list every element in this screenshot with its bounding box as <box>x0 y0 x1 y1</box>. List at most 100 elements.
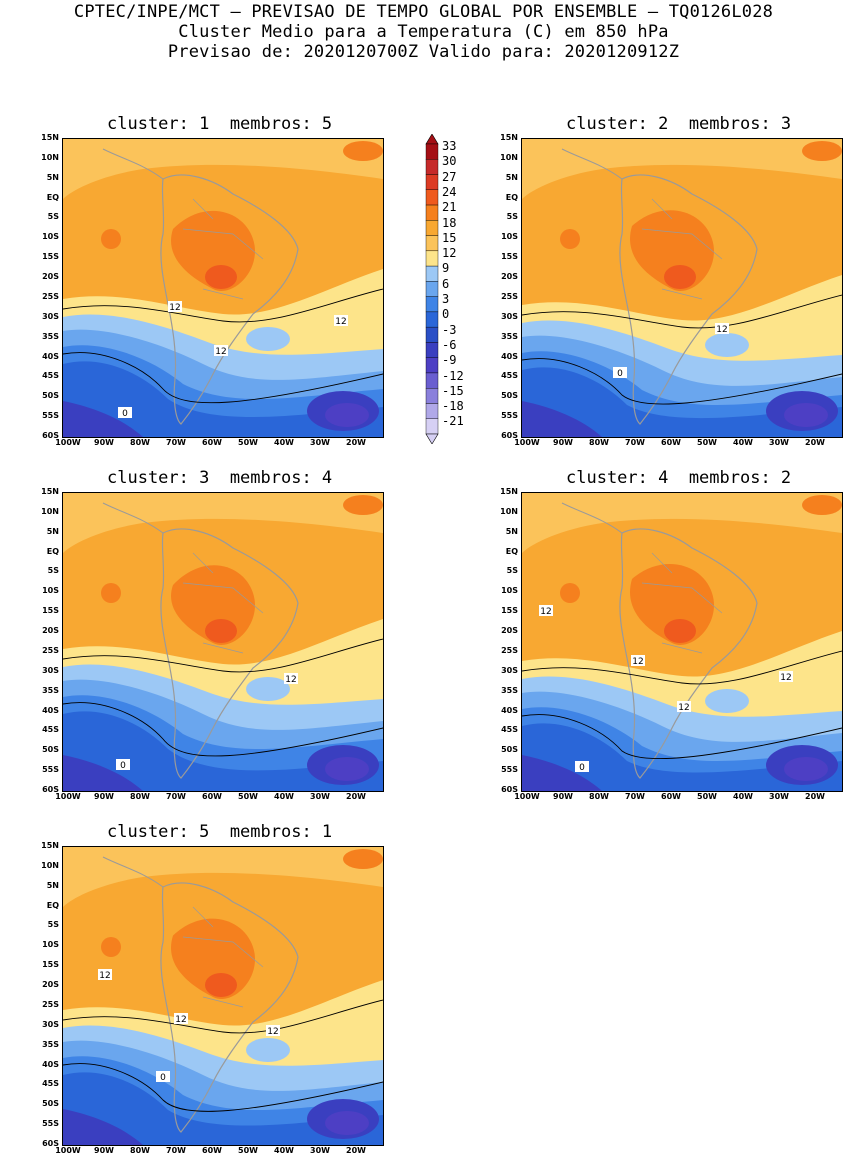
y-tick-label: 55S <box>501 765 518 775</box>
colorbar-swatch <box>425 235 439 252</box>
colorbar-swatch <box>425 174 439 190</box>
contour-label: 12 <box>631 655 645 667</box>
colorbar-label: 15 <box>442 230 457 245</box>
y-tick-label: 50S <box>42 1099 59 1109</box>
colorbar-label: 6 <box>442 276 450 291</box>
x-tick-label: 40W <box>274 1146 294 1155</box>
panel-3-title: cluster: 3 membros: 4 <box>107 468 333 488</box>
contour-12 <box>63 638 383 673</box>
y-tick-label: EQ <box>505 546 518 556</box>
x-tick-label: 20W <box>346 792 366 801</box>
x-tick-label: 90W <box>94 792 114 801</box>
x-tick-label: 90W <box>94 438 114 447</box>
panel-2-map: 12 0 <box>521 138 843 438</box>
y-tick-label: 15N <box>41 133 59 142</box>
y-tick-label: 35S <box>42 1039 59 1049</box>
colorbar-label: 30 <box>442 154 457 169</box>
colorbar-swatch <box>425 388 439 404</box>
y-tick-label: EQ <box>46 546 59 556</box>
contour-12 <box>63 288 383 323</box>
svg-text:0: 0 <box>120 761 126 771</box>
y-tick-label: 30S <box>42 1019 59 1029</box>
region-24-27 <box>205 265 237 289</box>
subtitle-variable: Cluster Medio para a Temperatura (C) em … <box>178 22 669 42</box>
y-tick-label: 60S <box>501 431 518 440</box>
x-tick-label: 50W <box>697 792 717 801</box>
region-15-18 <box>522 139 842 199</box>
y-tick-label: 40S <box>42 351 59 361</box>
panel-2-title: cluster: 2 membros: 3 <box>566 114 792 134</box>
svg-text:12: 12 <box>540 607 551 617</box>
contour-0 <box>522 358 842 405</box>
south-america-outline <box>619 528 758 779</box>
x-tick-label: 50W <box>238 1146 258 1155</box>
y-tick-label: 40S <box>501 705 518 715</box>
y-tick-label: 15S <box>42 606 59 616</box>
y-tick-label: 30S <box>501 665 518 675</box>
y-tick-label: 15S <box>42 252 59 262</box>
x-tick-label: 30W <box>310 792 330 801</box>
y-tick-label: 50S <box>42 745 59 755</box>
x-tick-label: 80W <box>589 792 609 801</box>
region-24-27 <box>205 619 237 643</box>
panel-3-map: 12 0 <box>62 492 384 792</box>
x-tick-label: 100W <box>514 438 540 447</box>
x-tick-label: 80W <box>130 438 150 447</box>
colorbar-label: 3 <box>442 292 450 306</box>
panel-4-title: cluster: 4 membros: 2 <box>566 468 792 488</box>
x-tick-label: 70W <box>166 792 186 801</box>
y-tick-label: 10N <box>500 506 518 516</box>
svg-text:0: 0 <box>122 409 128 419</box>
colorbar-label: 12 <box>442 246 457 261</box>
region-24-27 <box>664 619 696 643</box>
region-neg3-0 <box>63 1072 383 1145</box>
x-tick-label: 100W <box>514 792 540 801</box>
colorbar-swatch <box>425 204 439 221</box>
region-neg3-0 <box>63 361 383 437</box>
y-tick-label: 20S <box>501 626 518 636</box>
colorbar-swatch <box>425 311 439 328</box>
x-tick-label: 50W <box>238 438 258 447</box>
y-tick-label: 40S <box>501 351 518 361</box>
svg-text:12: 12 <box>267 1027 278 1037</box>
y-tick-label: 55S <box>42 411 59 421</box>
colorbar-swatch <box>425 189 439 206</box>
y-tick-label: 45S <box>42 725 59 735</box>
y-tick-label: 35S <box>501 685 518 695</box>
colorbar-swatch <box>425 357 439 374</box>
y-tick-label: 25S <box>42 291 59 301</box>
svg-text:12: 12 <box>780 673 791 683</box>
y-tick-label: 35S <box>501 331 518 341</box>
colorbar-swatch <box>425 159 439 175</box>
x-tick-label: 60W <box>661 438 681 447</box>
contour-label: 12 <box>174 1013 188 1025</box>
region-neg3-0 <box>63 711 383 791</box>
svg-text:12: 12 <box>169 303 180 313</box>
y-tick-label: 10N <box>41 860 59 870</box>
y-tick-label: 45S <box>42 1079 59 1089</box>
x-tick-label: 50W <box>238 792 258 801</box>
y-tick-label: 60S <box>42 1139 59 1148</box>
x-tick-label: 60W <box>202 438 222 447</box>
y-tick-label: 25S <box>501 291 518 301</box>
colorbar-swatch <box>425 342 439 358</box>
y-tick-label: 50S <box>501 745 518 755</box>
contour-label: 12 <box>214 345 228 357</box>
x-tick-label: 70W <box>625 792 645 801</box>
contour-label: 12 <box>284 673 298 685</box>
colorbar <box>425 133 439 445</box>
y-tick-label: 45S <box>501 371 518 381</box>
contour-12 <box>522 650 842 685</box>
colorbar-swatch <box>425 418 439 435</box>
y-tick-label: 55S <box>501 411 518 421</box>
x-tick-label: 90W <box>553 438 573 447</box>
y-tick-label: 25S <box>42 645 59 655</box>
region-neg3-0 <box>522 723 842 791</box>
y-tick-label: 5S <box>47 920 59 930</box>
y-tick-label: 5N <box>46 880 59 890</box>
y-tick-label: 20S <box>501 272 518 282</box>
region-neg3-0 <box>522 367 842 437</box>
x-tick-label: 50W <box>697 438 717 447</box>
x-tick-label: 40W <box>274 792 294 801</box>
x-tick-label: 40W <box>733 792 753 801</box>
